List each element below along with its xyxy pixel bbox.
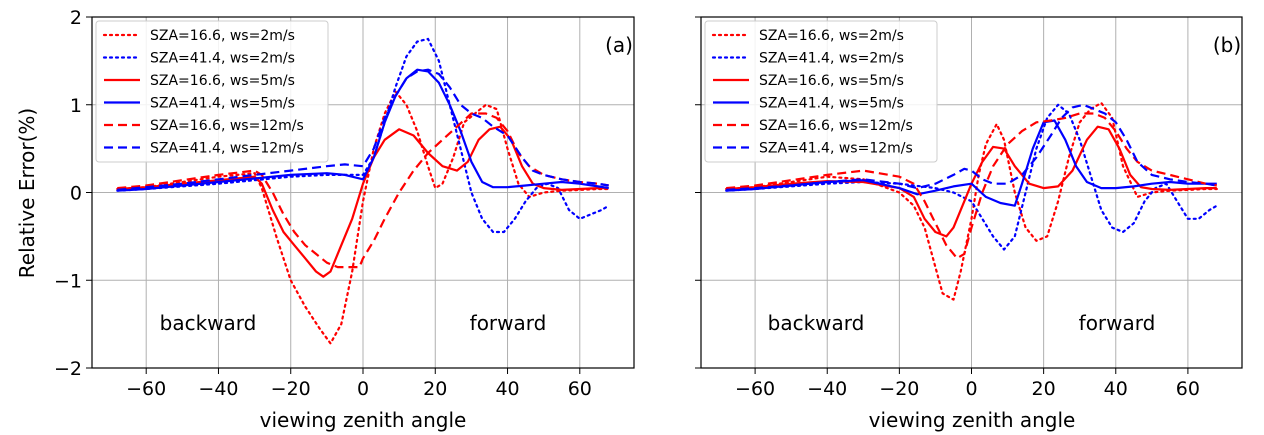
panel-a: −60 −40 −20 0 20 40 60 −2 −1 0 1 2 (a) backward for… bbox=[54, 7, 635, 432]
panel-a-series-3 bbox=[117, 125, 609, 278]
panel-b-x-axis-label: viewing zenith angle bbox=[869, 408, 1076, 432]
panel-b-legend-label: SZA=41.4, ws=5m/s bbox=[759, 96, 904, 112]
panel-b-x-tick-label: −40 bbox=[807, 378, 847, 400]
panel-a-legend-box bbox=[95, 20, 329, 163]
panel-a-legend-label: SZA=16.6, ws=2m/s bbox=[150, 28, 295, 44]
panel-b: −60 −40 −20 0 20 40 60 (b) backward forward vi… bbox=[695, 16, 1243, 432]
panel-a-annotation-backward: backward bbox=[160, 311, 257, 335]
panel-a-x-tick-label: 60 bbox=[568, 378, 592, 400]
panel-a-x-tick-label: −40 bbox=[198, 378, 238, 400]
panel-a-legend-label: SZA=16.6, ws=12m/s bbox=[150, 118, 304, 134]
panel-a-x-axis-label: viewing zenith angle bbox=[260, 408, 467, 432]
panel-b-series bbox=[725, 101, 1218, 301]
panel-b-legend-label: SZA=16.6, ws=12m/s bbox=[759, 118, 913, 134]
panel-b-x-tick-label: −20 bbox=[879, 378, 919, 400]
panel-a-y-tick-label: −2 bbox=[54, 358, 82, 380]
panel-b-x-tick-label: 20 bbox=[1032, 378, 1056, 400]
panel-b-legend-label: SZA=16.6, ws=2m/s bbox=[759, 28, 904, 44]
panel-a-series-1 bbox=[116, 90, 610, 345]
panel-a-legend: SZA=16.6, ws=2m/s SZA=41.4, ws=2m/s SZA=16… bbox=[95, 20, 329, 163]
panel-b-legend-box bbox=[704, 20, 938, 163]
panel-a-legend-label: SZA=41.4, ws=5m/s bbox=[150, 96, 295, 112]
panel-a-y-tick-label: 2 bbox=[70, 7, 82, 29]
panel-b-ticks: −60 −40 −20 0 20 40 60 bbox=[695, 16, 1200, 400]
panel-b-series-1 bbox=[725, 101, 1218, 301]
panel-b-x-tick-label: 60 bbox=[1176, 378, 1200, 400]
panel-b-legend-label: SZA=41.4, ws=2m/s bbox=[759, 51, 904, 67]
panel-a-series-4 bbox=[117, 68, 609, 192]
panel-b-tag: (b) bbox=[1213, 33, 1241, 57]
panel-a-series-6 bbox=[117, 68, 609, 191]
panel-b-x-tick-label: −60 bbox=[735, 378, 775, 400]
panel-a-series-2 bbox=[116, 37, 610, 234]
panel-b-series-4 bbox=[726, 119, 1217, 207]
panel-b-legend-label: SZA=16.6, ws=5m/s bbox=[759, 73, 904, 89]
panel-a-x-tick-label: −60 bbox=[126, 378, 166, 400]
panel-a-y-tick-label: 1 bbox=[70, 95, 82, 117]
panel-a-legend-label: SZA=16.6, ws=5m/s bbox=[150, 73, 295, 89]
panel-a-tag: (a) bbox=[605, 33, 633, 57]
y-axis-label: Relative Error(%) bbox=[15, 108, 39, 278]
panel-b-legend-label: SZA=41.4, ws=12m/s bbox=[759, 141, 913, 157]
panel-a-x-tick-label: 40 bbox=[495, 378, 519, 400]
panel-a-ticks: −60 −40 −20 0 20 40 60 −2 −1 0 1 2 bbox=[54, 7, 592, 400]
panel-b-series-5 bbox=[726, 112, 1217, 260]
panel-b-series-2 bbox=[725, 103, 1218, 251]
panel-b-x-tick-label: 40 bbox=[1104, 378, 1128, 400]
panel-a-series-5 bbox=[117, 112, 609, 269]
panel-b-legend: SZA=16.6, ws=2m/s SZA=41.4, ws=2m/s SZA=16… bbox=[704, 20, 938, 163]
panel-a-legend-label: SZA=41.4, ws=2m/s bbox=[150, 51, 295, 67]
panel-b-annotation-forward: forward bbox=[1079, 311, 1156, 335]
panel-a-y-tick-label: −1 bbox=[54, 270, 82, 292]
panel-a-legend-label: SZA=41.4, ws=12m/s bbox=[150, 141, 304, 157]
panel-a-x-tick-label: 20 bbox=[423, 378, 447, 400]
panel-a-x-tick-label: 0 bbox=[357, 378, 369, 400]
panel-a-annotation-forward: forward bbox=[470, 311, 547, 335]
panel-a-y-tick-label: 0 bbox=[70, 183, 82, 205]
panel-a-x-tick-label: −20 bbox=[271, 378, 311, 400]
panel-a-series bbox=[116, 37, 610, 345]
panel-b-x-tick-label: 0 bbox=[965, 378, 977, 400]
panel-b-annotation-backward: backward bbox=[768, 311, 865, 335]
